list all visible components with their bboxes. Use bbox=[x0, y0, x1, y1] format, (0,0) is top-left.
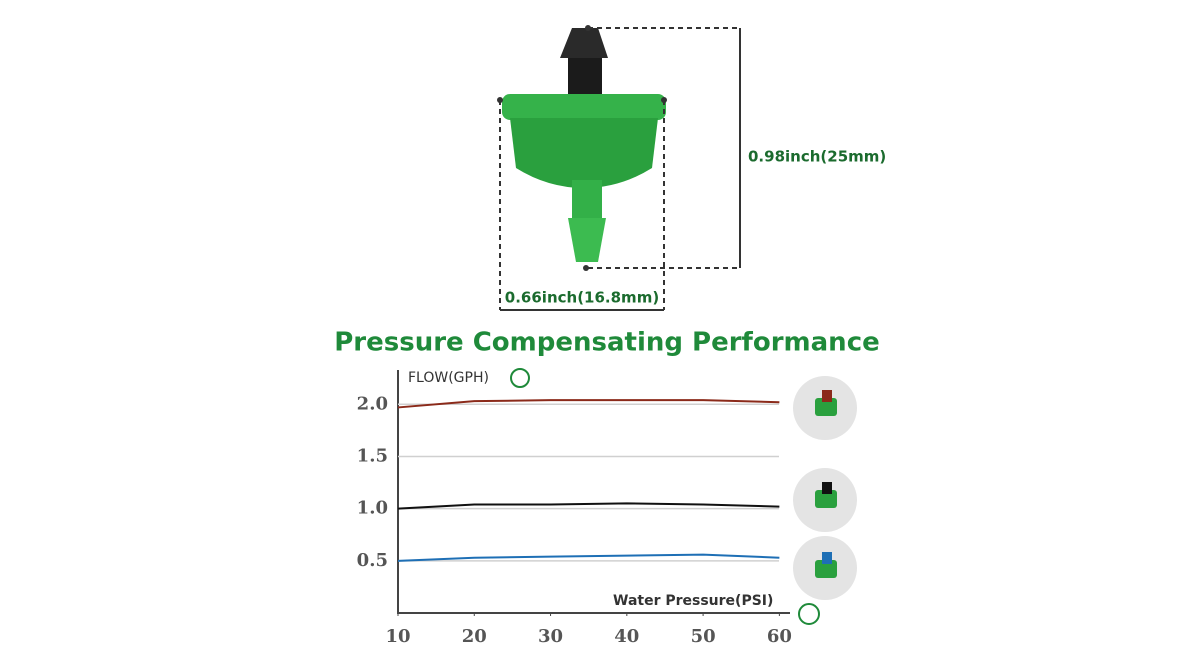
series-line bbox=[397, 553, 780, 562]
x-axis-label: Water Pressure(PSI) bbox=[613, 593, 773, 609]
legend-icons bbox=[793, 376, 857, 600]
width-label: 0.66inch(16.8mm) bbox=[505, 289, 659, 307]
y-tick-label: 1.0 bbox=[357, 498, 388, 519]
chart-title: Pressure Compensating Performance bbox=[334, 328, 880, 358]
y-tick-label: 1.5 bbox=[357, 445, 388, 466]
x-tick-label: 20 bbox=[462, 626, 487, 647]
series-line bbox=[397, 502, 780, 510]
dripper-image bbox=[502, 28, 666, 262]
x-tick-label: 10 bbox=[385, 626, 410, 647]
gauge-icon bbox=[798, 603, 820, 625]
dimension-lines bbox=[497, 25, 741, 311]
x-tick-label: 30 bbox=[538, 626, 563, 647]
y-tick-label: 2.0 bbox=[357, 393, 388, 414]
x-tick-label: 40 bbox=[614, 626, 639, 647]
height-label: 0.98inch(25mm) bbox=[748, 148, 886, 166]
x-tick-label: 50 bbox=[691, 626, 716, 647]
y-tick-label: 0.5 bbox=[357, 550, 388, 571]
series-line bbox=[397, 399, 780, 409]
water-icon bbox=[510, 368, 530, 388]
x-tick-label: 60 bbox=[767, 626, 792, 647]
y-axis-label: FLOW(GPH) bbox=[408, 370, 489, 386]
